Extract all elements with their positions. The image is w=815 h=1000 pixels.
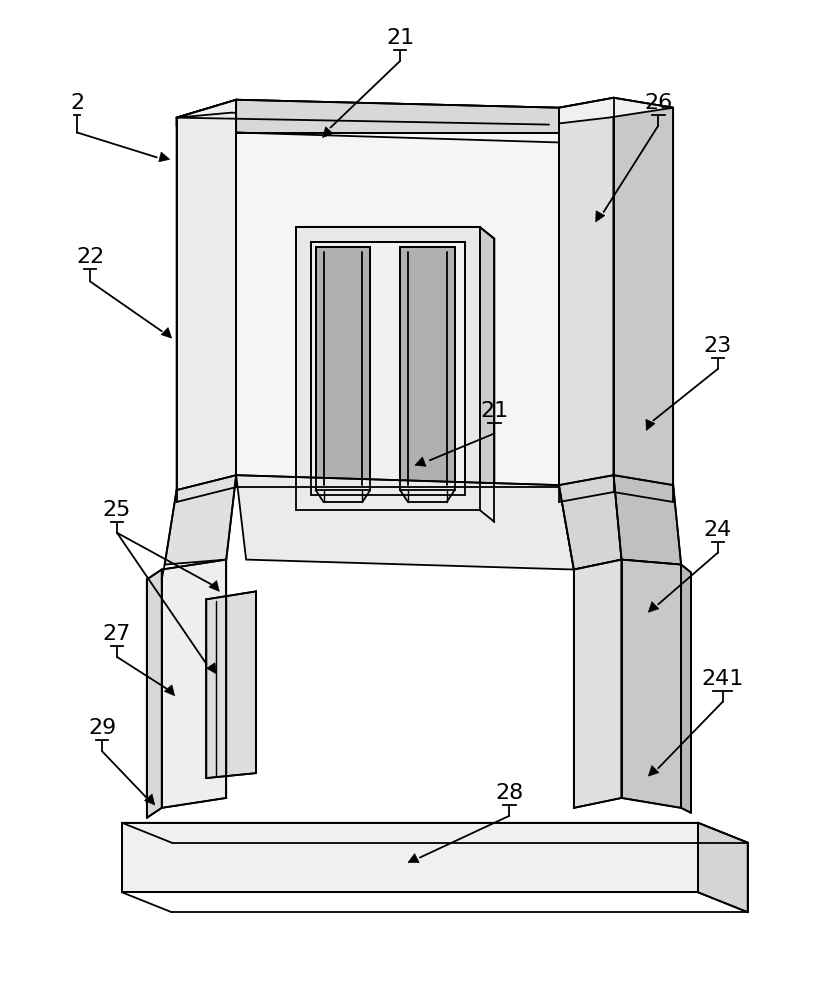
Polygon shape: [122, 823, 698, 892]
Text: 28: 28: [496, 783, 523, 803]
Polygon shape: [315, 247, 370, 490]
Text: 21: 21: [386, 28, 414, 48]
Polygon shape: [159, 152, 170, 162]
Polygon shape: [296, 227, 495, 239]
Polygon shape: [147, 570, 161, 818]
Polygon shape: [479, 227, 495, 522]
Polygon shape: [161, 328, 172, 338]
Polygon shape: [408, 854, 419, 863]
Text: 24: 24: [703, 520, 732, 540]
Polygon shape: [681, 565, 691, 813]
Polygon shape: [559, 475, 622, 570]
Polygon shape: [236, 475, 574, 570]
Text: 29: 29: [88, 718, 117, 738]
Polygon shape: [206, 591, 256, 778]
Text: 241: 241: [702, 669, 744, 689]
Text: 27: 27: [103, 624, 131, 644]
Polygon shape: [165, 475, 236, 565]
Polygon shape: [144, 794, 155, 805]
Polygon shape: [698, 823, 747, 912]
Polygon shape: [161, 560, 227, 808]
Text: 25: 25: [103, 500, 131, 520]
Polygon shape: [177, 98, 673, 125]
Polygon shape: [207, 663, 216, 674]
Polygon shape: [614, 475, 681, 565]
Text: 22: 22: [76, 247, 104, 267]
Polygon shape: [574, 560, 622, 808]
Polygon shape: [177, 100, 236, 126]
Polygon shape: [559, 98, 614, 502]
Polygon shape: [415, 457, 426, 466]
Polygon shape: [614, 98, 673, 502]
Text: 23: 23: [703, 336, 732, 356]
Text: 26: 26: [644, 93, 672, 113]
Polygon shape: [646, 419, 655, 430]
Polygon shape: [165, 685, 174, 696]
Polygon shape: [323, 127, 333, 137]
Polygon shape: [622, 560, 681, 808]
Polygon shape: [209, 581, 219, 591]
Polygon shape: [649, 766, 659, 776]
Polygon shape: [236, 100, 559, 142]
Polygon shape: [296, 227, 479, 510]
Text: 2: 2: [70, 93, 84, 113]
Polygon shape: [596, 211, 605, 222]
Polygon shape: [177, 100, 236, 502]
Text: 21: 21: [480, 401, 509, 421]
Polygon shape: [400, 247, 455, 490]
Polygon shape: [311, 242, 465, 495]
Polygon shape: [236, 133, 559, 487]
Polygon shape: [649, 602, 659, 612]
Polygon shape: [122, 823, 747, 843]
